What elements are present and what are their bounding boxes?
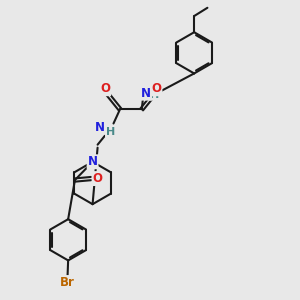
Text: O: O [93, 172, 103, 185]
Text: H: H [106, 127, 115, 137]
Text: Br: Br [60, 276, 75, 289]
Text: O: O [152, 82, 161, 95]
Text: N: N [88, 155, 98, 168]
Text: N: N [95, 121, 105, 134]
Text: N: N [141, 87, 151, 100]
Text: O: O [100, 82, 110, 95]
Text: H: H [150, 90, 159, 100]
